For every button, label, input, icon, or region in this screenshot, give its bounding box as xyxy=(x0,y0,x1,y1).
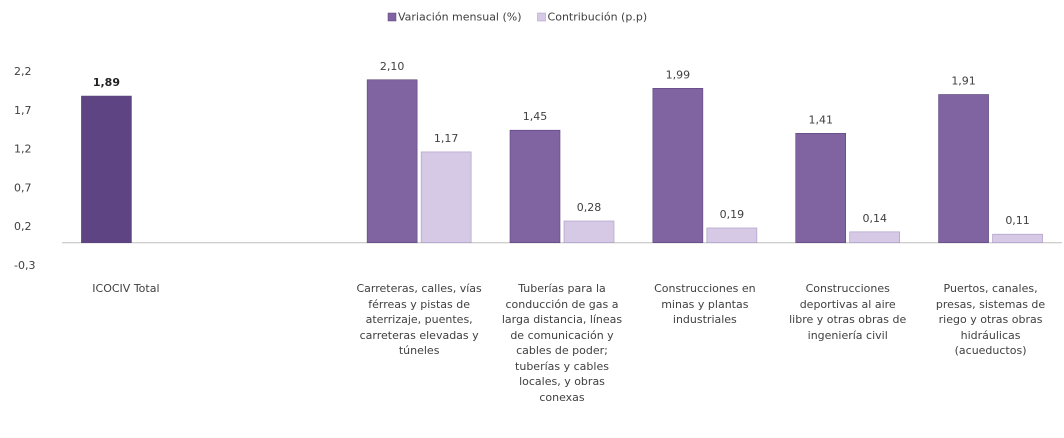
value-label: 1,91 xyxy=(951,75,976,88)
y-tick-label: -0,3 xyxy=(14,259,35,272)
x-tick-label: ICOCIV Total xyxy=(92,282,160,295)
y-tick-label: 1,2 xyxy=(14,143,32,156)
value-label: 1,99 xyxy=(666,68,691,81)
bar xyxy=(795,133,847,244)
bar xyxy=(81,95,132,244)
x-tick-label: Puertos, canales, presas, sistemas de ri… xyxy=(935,282,1046,357)
bar xyxy=(938,94,989,244)
x-tick-label: Construcciones en minas y plantas indust… xyxy=(654,282,756,326)
y-tick-label: 0,2 xyxy=(14,220,32,233)
bar xyxy=(366,79,418,244)
legend-label: Contribución (p.p) xyxy=(548,11,648,24)
bar xyxy=(420,151,472,244)
bar xyxy=(706,227,758,244)
value-label: 0,11 xyxy=(1005,214,1030,227)
legend-swatch xyxy=(387,12,397,22)
y-tick-label: 0,7 xyxy=(14,181,32,194)
value-label: 1,41 xyxy=(808,113,833,126)
x-tick-label: Tuberías para la conducción de gas a lar… xyxy=(501,282,623,404)
x-tick-label: Carreteras, calles, vías férreas y pista… xyxy=(356,282,482,357)
legend-label: Variación mensual (%) xyxy=(398,11,522,24)
y-tick-label: 1,7 xyxy=(14,104,32,117)
value-label: 1,17 xyxy=(434,132,459,145)
legend-swatch xyxy=(537,12,546,22)
value-label: 1,45 xyxy=(523,110,548,123)
value-label: 0,19 xyxy=(720,208,745,221)
value-label: 0,28 xyxy=(577,201,602,214)
value-label: 2,10 xyxy=(380,60,405,73)
x-tick-label: Construcciones deportivas al aire libre … xyxy=(789,282,907,342)
bar xyxy=(652,87,704,244)
y-tick-label: 2,2 xyxy=(14,65,32,78)
value-label: 1,89 xyxy=(93,76,120,89)
bar xyxy=(563,220,615,244)
bar xyxy=(992,233,1043,244)
value-label: 0,14 xyxy=(862,212,887,225)
bar xyxy=(509,129,561,244)
bar xyxy=(849,231,901,244)
